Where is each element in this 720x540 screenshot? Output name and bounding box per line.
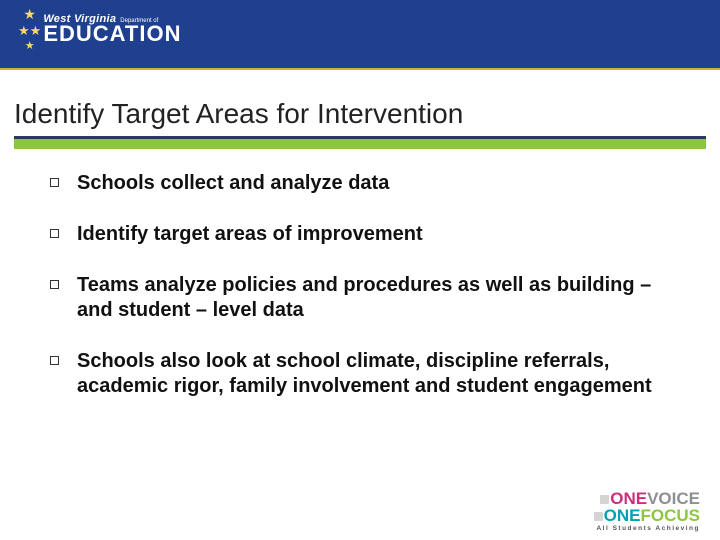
header-band: ★ ★ ★ ★ West Virginia Department of EDUC…	[0, 0, 720, 68]
bullet-text: Schools also look at school climate, dis…	[77, 349, 680, 399]
star-icon: ★	[30, 23, 42, 39]
footer-line1: ONEVOICE	[594, 490, 700, 507]
list-item: Schools collect and analyze data	[50, 171, 680, 196]
logo-stars: ★ ★ ★ ★	[18, 6, 41, 52]
title-block: Identify Target Areas for Intervention	[0, 70, 720, 149]
list-item: Schools also look at school climate, dis…	[50, 349, 680, 399]
bullet-text: Schools collect and analyze data	[77, 171, 389, 196]
footer-logo: ONEVOICE ONEFOCUS All Students Achieving	[594, 490, 700, 533]
logo-line3: EDUCATION	[43, 23, 181, 45]
title-rule-green	[14, 139, 706, 149]
star-icon: ★	[25, 39, 35, 52]
footer-line2: ONEFOCUS	[594, 507, 700, 524]
footer-focus: FOCUS	[641, 506, 701, 525]
star-icon: ★	[18, 23, 30, 39]
footer-one2: ONE	[604, 506, 641, 525]
footer-tagline: All Students Achieving	[594, 526, 700, 533]
bullet-marker-icon	[50, 229, 59, 238]
page-title: Identify Target Areas for Intervention	[14, 98, 706, 136]
bullet-marker-icon	[50, 356, 59, 365]
bullet-marker-icon	[50, 280, 59, 289]
bullet-text: Teams analyze policies and procedures as…	[77, 273, 680, 323]
star-icon: ★	[23, 6, 36, 23]
bullet-marker-icon	[50, 178, 59, 187]
header-logo: ★ ★ ★ ★ West Virginia Department of EDUC…	[18, 6, 181, 52]
footer-dot-icon	[600, 495, 609, 504]
logo-text: West Virginia Department of EDUCATION	[43, 14, 181, 45]
list-item: Teams analyze policies and procedures as…	[50, 273, 680, 323]
list-item: Identify target areas of improvement	[50, 222, 680, 247]
footer-dot-icon	[594, 512, 603, 521]
content-area: Schools collect and analyze data Identif…	[0, 149, 720, 399]
bullet-text: Identify target areas of improvement	[77, 222, 423, 247]
